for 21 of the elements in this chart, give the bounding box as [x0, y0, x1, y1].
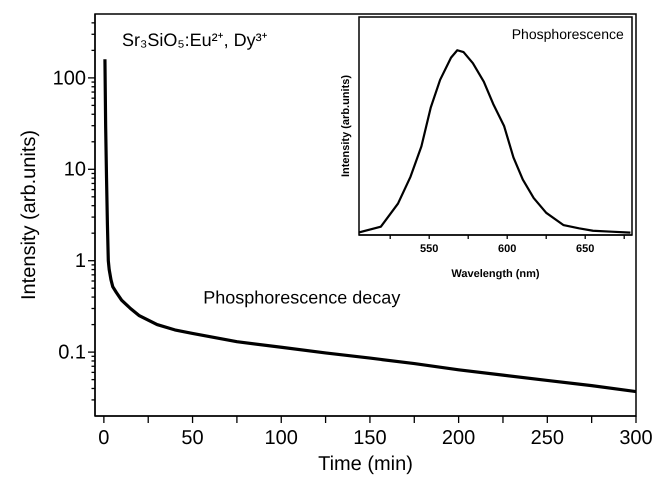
x-tick-label: 200 — [442, 427, 476, 449]
x-tick-label: 600 — [498, 242, 516, 255]
x-tick-label: 0 — [98, 427, 110, 449]
x-tick-label: 250 — [530, 427, 564, 449]
x-tick-label: 50 — [181, 427, 204, 449]
annotation: Sr₃SiO₅:Eu²⁺, Dy³⁺ — [122, 30, 268, 50]
y-tick-label: 0.1 — [58, 342, 86, 364]
y-tick-label: 100 — [52, 67, 86, 90]
x-tick-label: 100 — [264, 427, 298, 449]
x-tick-label: 150 — [353, 427, 387, 449]
x-tick-label: 550 — [420, 242, 438, 255]
x-tick-label: 650 — [576, 242, 594, 255]
annotation: Phosphorescence decay — [203, 287, 400, 308]
x-axis-title: Wavelength (nm) — [451, 268, 540, 280]
x-axis-title: Time (min) — [318, 453, 413, 475]
y-tick-label: 10 — [64, 158, 86, 181]
y-axis-title: Intensity (arb.units) — [340, 74, 352, 178]
x-tick-label: 300 — [619, 427, 653, 449]
y-axis-title: Intensity (arb.units) — [18, 130, 40, 300]
y-tick-label: 1 — [74, 250, 86, 272]
annotation: Phosphorescence — [512, 26, 624, 42]
